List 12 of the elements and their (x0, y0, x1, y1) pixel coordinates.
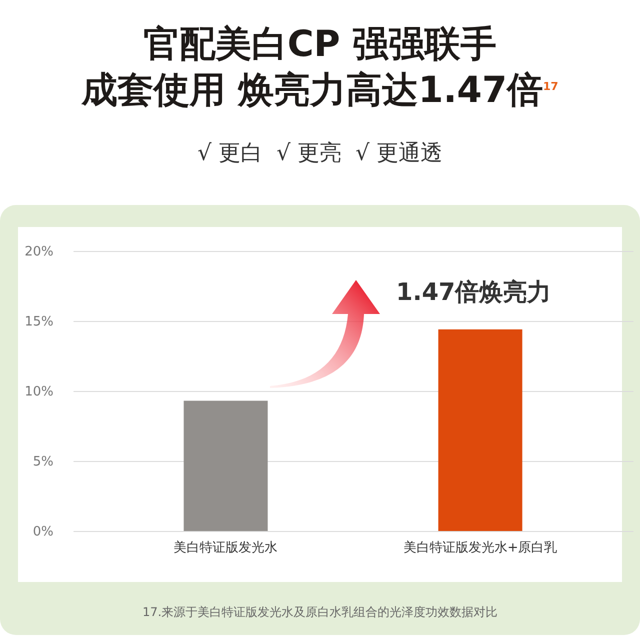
y-tick-label: 20% (24, 244, 54, 260)
y-tick-label: 10% (24, 384, 54, 400)
y-tick-label: 15% (24, 314, 54, 330)
x-tick-label: 美白特证版发光水 (174, 540, 278, 556)
annotation: 1.47倍焕亮力 (396, 277, 552, 308)
chart-title: 官配美白CP 强强联手 (142, 23, 498, 67)
chart-subtitle: 成套使用 焕亮力高达1.47倍$^{17}$ (80, 69, 560, 113)
text: 17.来源于美白特证版发光水及原白水乳组合的光泽度功效数据对比 (141, 604, 499, 621)
x-tick-label: 美白特证版发光水+原白乳 (403, 540, 558, 556)
text: √ 更白 √ 更亮 √ 更通透 (196, 140, 444, 168)
y-tick-label: 5% (32, 454, 54, 470)
y-tick-label: 0% (32, 524, 54, 540)
